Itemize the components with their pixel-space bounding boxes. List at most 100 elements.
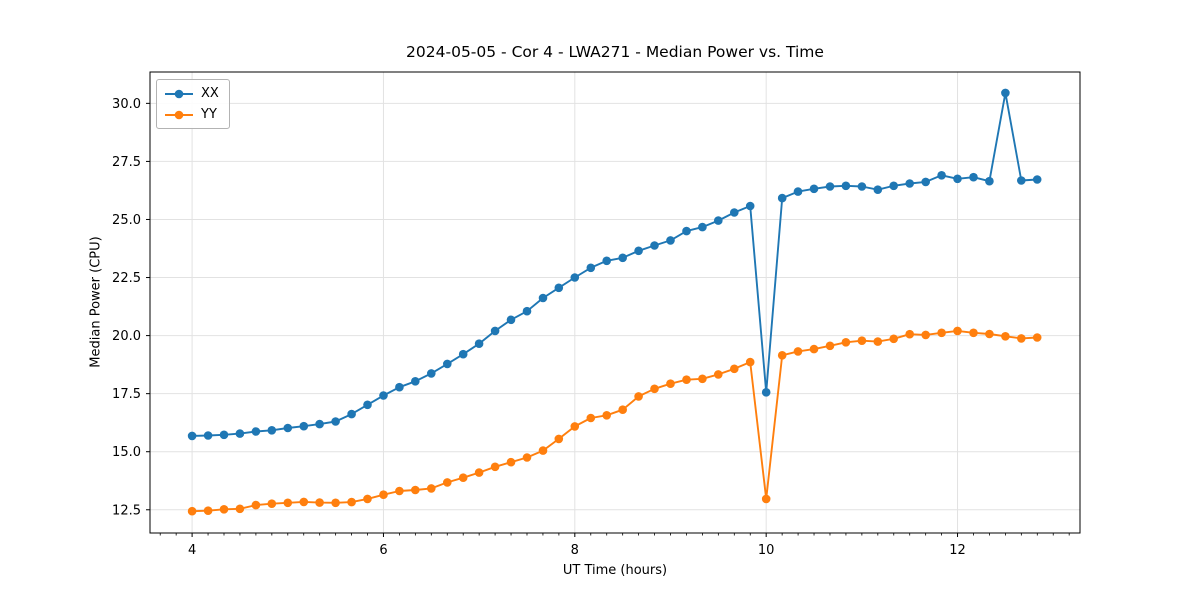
data-point (554, 283, 564, 293)
data-point (474, 339, 484, 349)
data-point (761, 494, 771, 504)
data-point (841, 338, 851, 347)
series-xx (187, 88, 1042, 441)
data-point (203, 431, 213, 440)
y-ticks (146, 102, 150, 511)
data-point (331, 417, 340, 426)
data-point (427, 484, 436, 493)
data-point (682, 226, 691, 236)
data-point (825, 341, 835, 351)
data-point (251, 427, 261, 436)
data-point (443, 478, 452, 487)
data-point (1001, 332, 1010, 341)
data-point (953, 326, 962, 336)
data-point (538, 293, 548, 303)
y-axis-label: Median Power (CPU) (88, 236, 104, 368)
data-point (730, 208, 739, 217)
data-point (857, 182, 867, 191)
data-point (873, 185, 883, 194)
data-point (522, 306, 532, 316)
axes-frame (149, 71, 1081, 534)
data-point (506, 315, 516, 325)
data-point (1017, 176, 1026, 185)
data-point (969, 328, 978, 338)
data-point (1032, 333, 1042, 342)
data-point (809, 184, 819, 194)
data-point (379, 490, 388, 500)
y-tick-label: 27.5 (112, 155, 141, 170)
data-point (985, 329, 994, 339)
data-point (682, 375, 691, 385)
y-tick-label: 20.0 (112, 329, 141, 344)
data-point (634, 392, 643, 401)
data-point (586, 263, 596, 273)
data-point (235, 504, 245, 514)
data-point (825, 182, 835, 191)
data-point (602, 411, 611, 420)
y-tick-labels: 12.5 15.0 17.5 20.0 22.5 25.0 27.5 30.0 (112, 97, 141, 518)
legend-line-sample-yy (165, 110, 193, 119)
data-point (666, 379, 675, 389)
data-point (698, 374, 707, 384)
data-point (698, 222, 707, 232)
data-point (283, 498, 293, 508)
data-point (299, 421, 309, 431)
data-point (761, 388, 771, 397)
data-point (618, 253, 627, 263)
data-point (777, 193, 787, 203)
data-point (427, 369, 436, 378)
legend-label-xx: XX (201, 86, 219, 101)
data-point (490, 326, 500, 336)
x-ticks (191, 533, 959, 537)
data-point (347, 497, 356, 507)
data-point (283, 423, 293, 433)
data-point (777, 351, 787, 360)
legend-line-sample-xx (165, 89, 193, 98)
data-point (905, 329, 914, 339)
data-point (506, 457, 516, 467)
data-point (793, 347, 803, 356)
data-point (937, 328, 946, 338)
x-tick-label: 6 (379, 543, 387, 558)
data-point (985, 176, 994, 186)
x-tick-label: 4 (188, 543, 196, 558)
data-point (187, 431, 197, 441)
data-point (650, 384, 659, 394)
data-point (650, 241, 659, 250)
x-tick-labels: 4 6 8 10 12 (188, 543, 966, 558)
x-tick-label: 10 (758, 543, 775, 558)
series-line-xx (191, 91, 1039, 437)
data-point (315, 419, 324, 429)
data-point (315, 498, 324, 507)
data-point (714, 216, 723, 225)
data-point (458, 349, 468, 359)
data-point (235, 429, 245, 438)
data-point (745, 357, 755, 367)
data-point (363, 400, 372, 410)
data-point (474, 468, 484, 477)
data-point (458, 473, 468, 483)
y-tick-label: 17.5 (112, 387, 141, 402)
data-point (570, 422, 580, 431)
data-point (586, 413, 596, 423)
data-point (363, 494, 372, 504)
grid (150, 72, 1080, 533)
data-point (889, 334, 898, 344)
data-point (443, 359, 452, 369)
data-point (187, 506, 197, 516)
data-point (841, 181, 851, 191)
data-point (490, 462, 500, 472)
chart-title: 2024-05-05 - Cor 4 - LWA271 - Median Pow… (406, 43, 824, 61)
legend-label-yy: YY (201, 107, 217, 122)
data-point (793, 187, 803, 196)
data-point (570, 273, 580, 282)
data-point (331, 498, 340, 508)
data-point (1017, 334, 1026, 343)
data-point (921, 177, 930, 187)
data-point (1032, 175, 1042, 184)
y-tick-label: 12.5 (112, 503, 141, 518)
data-point (347, 409, 356, 419)
data-point (618, 405, 627, 415)
data-point (666, 236, 675, 245)
